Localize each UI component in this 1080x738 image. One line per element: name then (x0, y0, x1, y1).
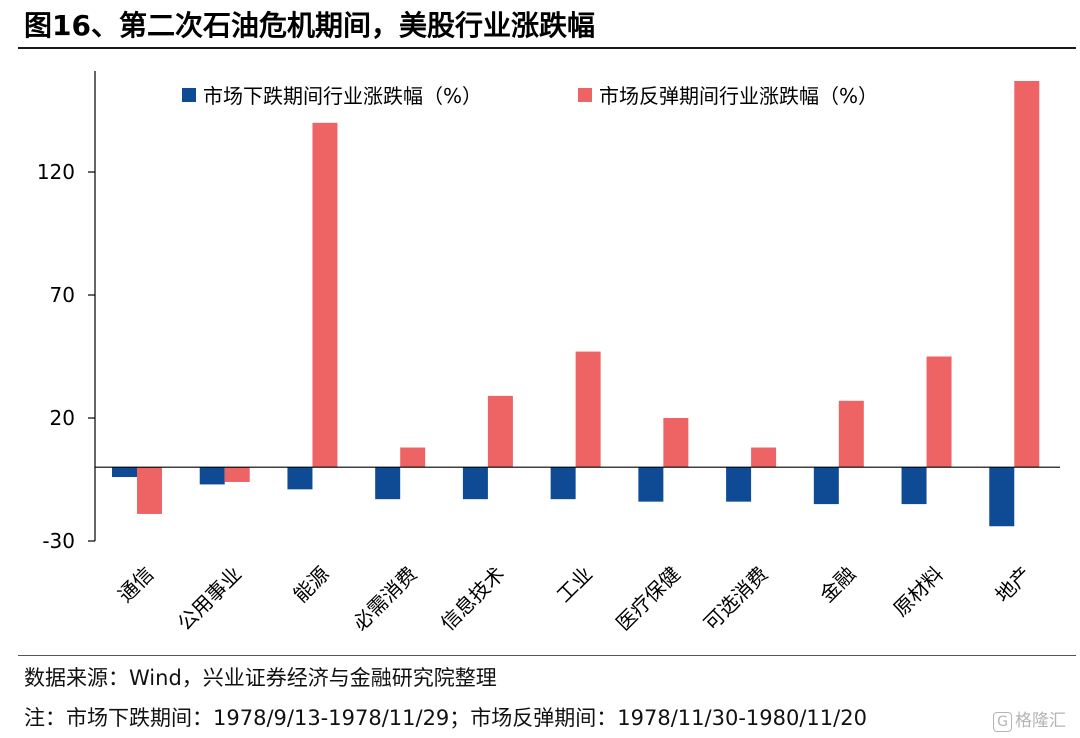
bar-rebound (663, 418, 689, 468)
bar-decline (112, 467, 137, 478)
x-category-label: 医疗保健 (611, 562, 685, 636)
bar-decline (989, 467, 1015, 527)
legend-swatch (182, 88, 196, 102)
legend-label: 市场下跌期间行业涨跌幅（%） (203, 84, 482, 108)
y-tick-label: 70 (50, 283, 75, 307)
x-category-label: 必需消费 (348, 562, 422, 636)
watermark-text: 格隆汇 (1015, 711, 1066, 731)
bar-rebound (575, 351, 601, 468)
chart-title: 图16、第二次石油危机期间，美股行业涨跌幅 (24, 9, 595, 42)
x-category-label: 金融 (815, 562, 860, 607)
footer-divider (18, 655, 1076, 656)
bar-decline (550, 467, 576, 500)
y-tick-label: -30 (42, 529, 75, 553)
x-category-label: 公用事业 (173, 562, 247, 636)
bar-rebound (400, 447, 426, 468)
chart-legend: 市场下跌期间行业涨跌幅（%） 市场反弹期间行业涨跌幅（%） (182, 84, 878, 108)
x-category-label: 可选消费 (699, 562, 773, 636)
bar-rebound (751, 447, 777, 468)
bar-series (112, 81, 1040, 527)
bar-decline (726, 467, 752, 502)
x-category-label: 信息技术 (436, 562, 510, 636)
bar-decline (375, 467, 401, 500)
legend-swatch (578, 88, 592, 102)
period-note: 注：市场下跌期间：1978/9/13-1978/11/29；市场反弹期间：197… (24, 706, 867, 730)
bar-rebound (487, 395, 513, 468)
source-note: 数据来源：Wind，兴业证券经济与金融研究院整理 (24, 666, 497, 690)
x-category-label: 通信 (113, 562, 158, 607)
bar-rebound (1014, 81, 1040, 468)
bar-rebound (926, 356, 952, 468)
bar-decline (287, 467, 313, 490)
bar-rebound (312, 122, 338, 468)
bar-rebound (224, 467, 250, 482)
y-axis: -30 20 70 120 (37, 71, 96, 553)
bar-decline (462, 467, 488, 500)
legend-label: 市场反弹期间行业涨跌幅（%） (599, 84, 878, 108)
bar-decline (199, 467, 225, 485)
y-tick-label: 20 (50, 406, 75, 430)
x-category-label: 原材料 (889, 562, 948, 621)
y-tick-label: 120 (37, 160, 75, 184)
title-divider (18, 47, 1076, 49)
bar-rebound (137, 467, 162, 514)
watermark-logo-icon: G (993, 712, 1012, 732)
bar-decline (638, 467, 664, 502)
watermark: G 格隆汇 (993, 706, 1066, 732)
x-category-label: 能源 (289, 562, 334, 607)
bar-rebound (838, 400, 864, 468)
bar-chart: 市场下跌期间行业涨跌幅（%） 市场反弹期间行业涨跌幅（%） -302070120 … (37, 71, 1060, 636)
bar-decline (901, 467, 927, 505)
x-category-label: 工业 (552, 562, 597, 607)
x-category-label: 地产 (990, 562, 1035, 607)
bar-decline (813, 467, 839, 505)
